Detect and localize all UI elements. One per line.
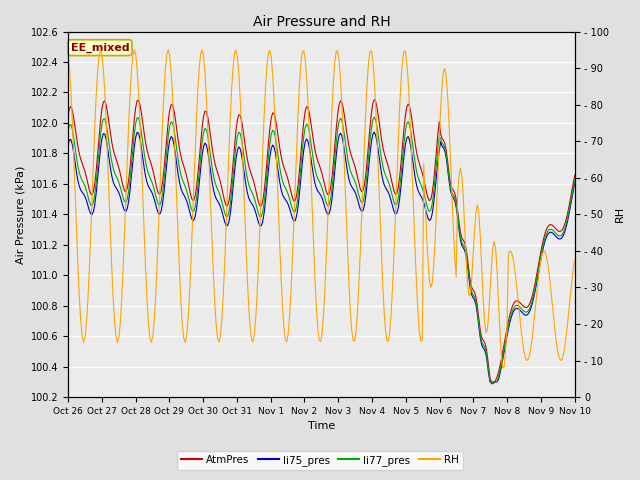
Text: EE_mixed: EE_mixed xyxy=(70,43,129,53)
Legend: AtmPres, li75_pres, li77_pres, RH: AtmPres, li75_pres, li77_pres, RH xyxy=(177,451,463,470)
Y-axis label: RH: RH xyxy=(615,206,625,222)
X-axis label: Time: Time xyxy=(308,421,335,432)
Title: Air Pressure and RH: Air Pressure and RH xyxy=(253,15,390,29)
Y-axis label: Air Pressure (kPa): Air Pressure (kPa) xyxy=(15,165,25,264)
